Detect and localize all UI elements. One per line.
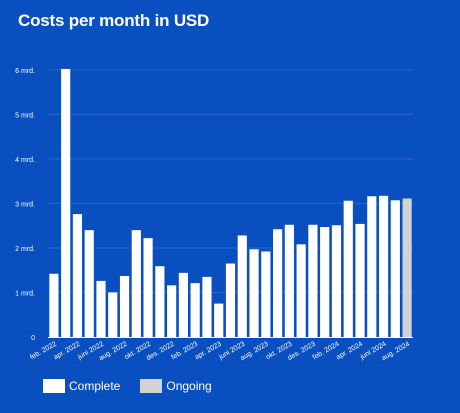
bar-complete[interactable] bbox=[202, 276, 212, 337]
bar-complete[interactable] bbox=[367, 196, 377, 337]
bar-complete[interactable] bbox=[49, 273, 59, 337]
legend-label-complete: Complete bbox=[69, 379, 121, 393]
bar-complete[interactable] bbox=[178, 272, 188, 337]
chart-title: Costs per month in USD bbox=[18, 11, 210, 30]
bar-ongoing[interactable] bbox=[402, 198, 412, 337]
y-tick-label: 1 mrd. bbox=[15, 290, 35, 297]
bar-complete[interactable] bbox=[390, 200, 400, 337]
bar-complete[interactable] bbox=[167, 285, 177, 337]
bar-complete[interactable] bbox=[261, 251, 271, 338]
y-tick-label: 2 mrd. bbox=[15, 246, 35, 253]
bar-complete[interactable] bbox=[225, 263, 236, 337]
bar-complete[interactable] bbox=[343, 200, 353, 337]
y-tick-label: 6 mrd. bbox=[15, 68, 35, 75]
bar-complete[interactable] bbox=[249, 249, 259, 337]
bar-complete[interactable] bbox=[108, 292, 118, 337]
bar-complete[interactable] bbox=[96, 280, 106, 337]
y-tick-label: 0 bbox=[31, 335, 35, 342]
x-tick-label: apr. 2024 bbox=[335, 341, 364, 362]
legend-item-ongoing[interactable]: Ongoing bbox=[140, 379, 212, 393]
bar-complete[interactable] bbox=[61, 68, 71, 337]
bar-complete[interactable] bbox=[72, 214, 83, 337]
bar-complete[interactable] bbox=[320, 227, 330, 337]
y-tick-label: 5 mrd. bbox=[15, 112, 35, 119]
bar-complete[interactable] bbox=[155, 266, 165, 337]
y-tick-label: 3 mrd. bbox=[15, 201, 35, 208]
legend-swatch-complete bbox=[43, 379, 65, 393]
bar-complete[interactable] bbox=[273, 229, 283, 337]
bar-complete[interactable] bbox=[119, 275, 130, 337]
legend-item-complete[interactable]: Complete bbox=[43, 379, 120, 393]
bar-complete[interactable] bbox=[143, 238, 153, 337]
bar-complete[interactable] bbox=[131, 230, 141, 337]
legend-swatch-ongoing bbox=[140, 379, 163, 393]
legend-label-ongoing: Ongoing bbox=[166, 379, 212, 393]
bar-complete[interactable] bbox=[284, 224, 294, 337]
bar-complete[interactable] bbox=[190, 283, 200, 337]
bar-complete[interactable] bbox=[237, 235, 247, 337]
x-tick-label: apr. 2022 bbox=[53, 341, 82, 362]
bar-complete[interactable] bbox=[84, 230, 94, 337]
bar-complete[interactable] bbox=[214, 303, 224, 337]
bar-complete[interactable] bbox=[308, 224, 318, 337]
bar-complete[interactable] bbox=[355, 223, 365, 337]
bar-complete[interactable] bbox=[331, 225, 342, 337]
legend: Complete Ongoing bbox=[43, 379, 232, 393]
y-tick-label: 4 mrd. bbox=[15, 157, 35, 164]
bar-complete[interactable] bbox=[296, 244, 306, 337]
x-tick-label: apr. 2023 bbox=[194, 341, 223, 362]
bar-complete[interactable] bbox=[378, 195, 389, 337]
